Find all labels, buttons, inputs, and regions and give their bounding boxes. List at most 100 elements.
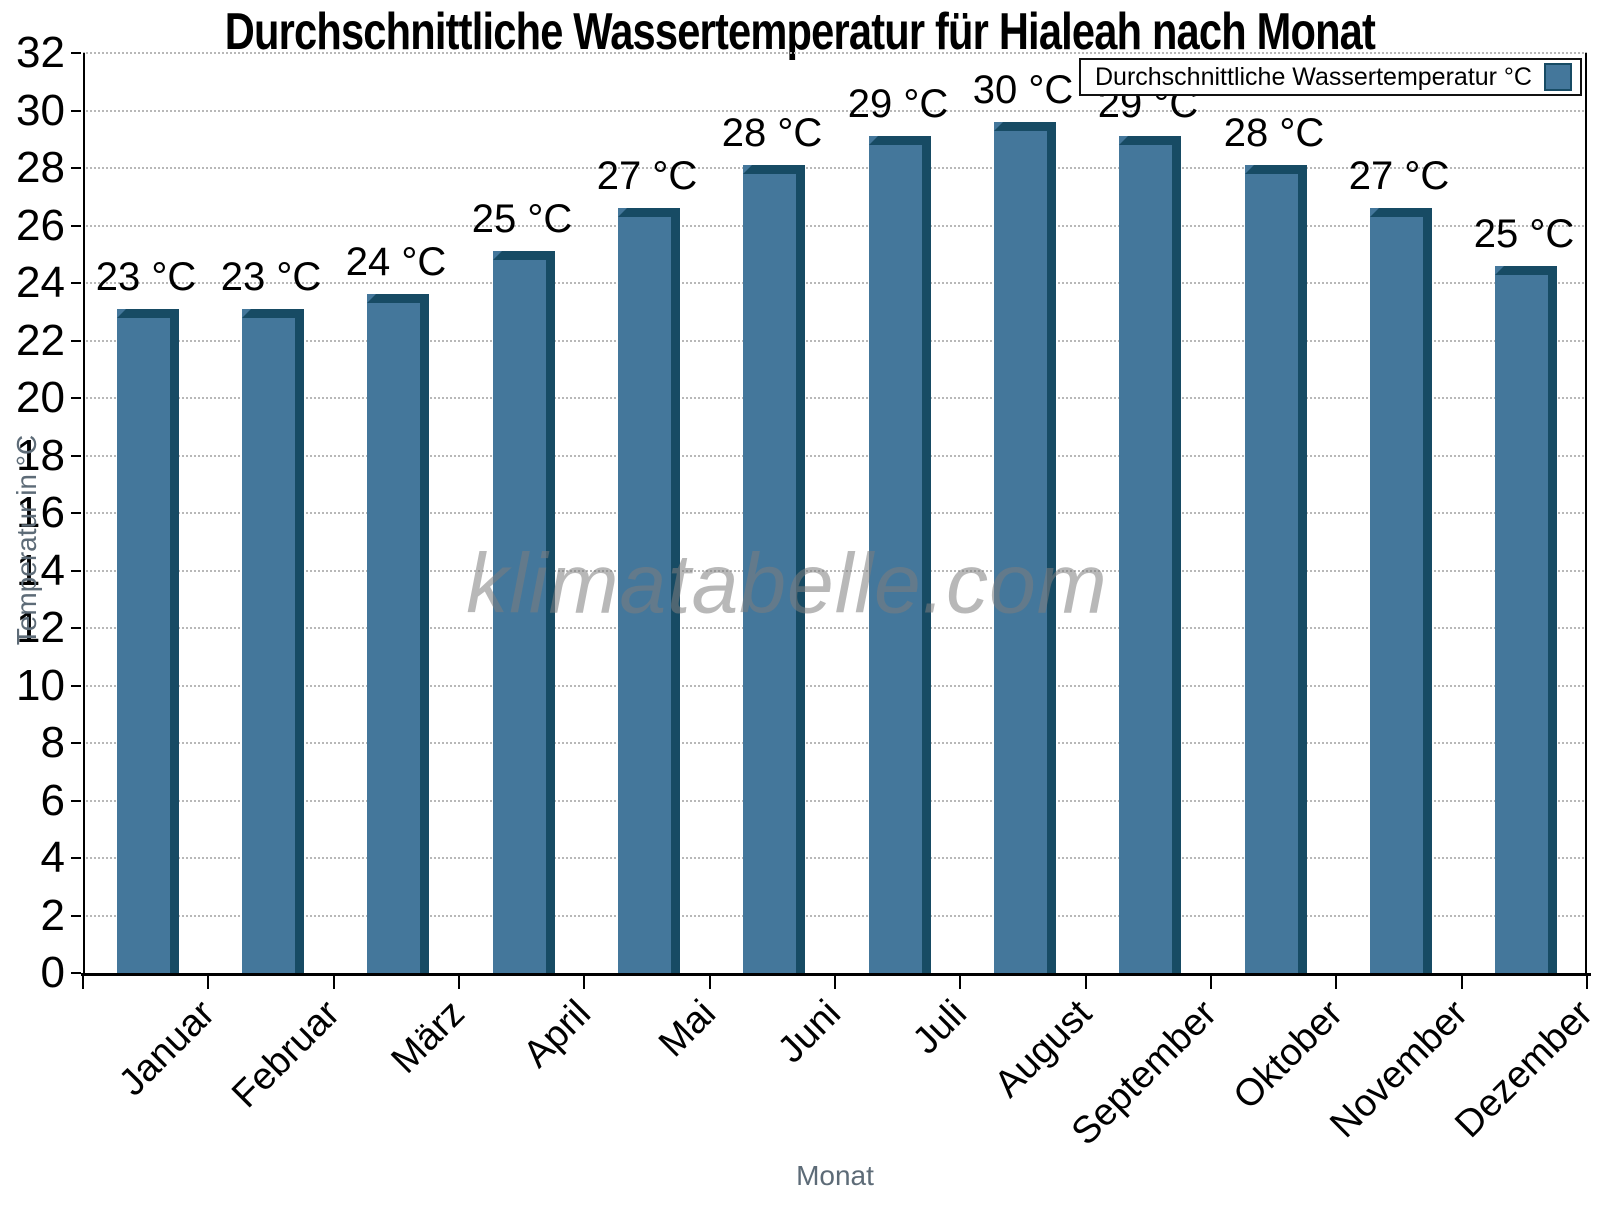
bar-september[interactable] — [1119, 136, 1181, 973]
y-tick-label-10: 10 — [16, 660, 65, 710]
x-axis-title: Monat — [796, 1160, 874, 1191]
gridline-6 — [83, 799, 1587, 802]
bar-juli[interactable] — [869, 136, 931, 973]
y-tick-label-8: 8 — [40, 718, 65, 767]
bar-side-face-oktober — [1298, 165, 1307, 973]
gridline-32 — [83, 52, 1587, 54]
bar-side-face-juli — [922, 136, 931, 973]
bar-value-label-august: 30 °C — [972, 68, 1074, 112]
bar-top-face-marz — [367, 294, 429, 303]
bar-top-face-november — [1370, 208, 1432, 217]
y-tick-26 — [71, 224, 81, 227]
chart-title-text: Durchschnittliche Wassertemperatur für H… — [224, 3, 1376, 61]
gridline-14 — [83, 569, 1587, 572]
y-tick-label-6: 6 — [40, 775, 65, 825]
bar-side-face-marz — [420, 294, 429, 973]
y-tick-24 — [71, 282, 81, 284]
bar-marz[interactable] — [367, 294, 429, 973]
y-tick-18 — [71, 454, 81, 457]
bar-mai[interactable] — [618, 208, 680, 973]
bar-side-face-august — [1047, 122, 1056, 973]
legend-swatch-icon — [1544, 63, 1572, 91]
bar-oktober[interactable] — [1245, 165, 1307, 973]
watermark: klimatabelle.com — [466, 536, 1108, 631]
legend[interactable]: Durchschnittliche Wassertemperatur °C — [1079, 58, 1582, 96]
x-tick-8 — [1085, 976, 1087, 989]
y-tick-30 — [71, 109, 81, 112]
y-tick-6 — [71, 799, 81, 802]
y-tick-4 — [71, 857, 81, 859]
bar-august[interactable] — [994, 122, 1056, 973]
y-tick-label-28: 28 — [16, 143, 65, 192]
bar-top-face-mai — [618, 208, 680, 217]
bar-front-face-juli — [869, 136, 931, 973]
gridline-10 — [83, 684, 1587, 687]
y-tick-label-26: 26 — [16, 200, 65, 250]
y-tick-32 — [71, 52, 81, 54]
y-tick-12 — [71, 627, 81, 629]
y-tick-label-22: 22 — [16, 315, 65, 365]
bar-top-face-september — [1119, 136, 1181, 145]
bar-value-label-juli: 29 °C — [847, 82, 949, 126]
bar-juni[interactable] — [743, 165, 805, 973]
bar-value-label-januar: 23 °C — [95, 255, 197, 299]
x-tick-9 — [1210, 976, 1212, 989]
bar-value-label-april: 25 °C — [471, 197, 573, 241]
gridline-8 — [83, 742, 1587, 744]
gridline-18 — [83, 454, 1587, 457]
bar-front-face-oktober — [1245, 165, 1307, 973]
y-tick-16 — [71, 512, 81, 514]
y-tick-label-24: 24 — [16, 258, 65, 307]
bar-januar[interactable] — [117, 309, 179, 973]
x-tick-0 — [82, 976, 84, 989]
bar-front-face-august — [994, 122, 1056, 973]
bar-top-face-juni — [743, 165, 805, 174]
bar-november[interactable] — [1370, 208, 1432, 973]
bar-value-label-juni: 28 °C — [721, 111, 823, 155]
gridline-30 — [83, 109, 1587, 112]
gridline-2 — [83, 914, 1587, 917]
bar-value-label-oktober: 28 °C — [1223, 111, 1325, 155]
bar-value-label-november: 27 °C — [1348, 154, 1450, 198]
y-tick-20 — [71, 397, 81, 399]
bar-front-face-juni — [743, 165, 805, 973]
bar-side-face-dezember — [1548, 266, 1557, 973]
gridline-22 — [83, 339, 1587, 342]
bar-side-face-april — [546, 251, 555, 973]
bar-side-face-november — [1423, 208, 1432, 973]
bar-top-face-dezember — [1495, 266, 1557, 275]
gridline-4 — [83, 857, 1587, 859]
bar-front-face-februar — [242, 309, 304, 973]
y-axis-title: Temperatur in °C — [11, 434, 42, 646]
x-tick-4 — [583, 976, 585, 989]
x-tick-3 — [458, 976, 460, 989]
bar-value-label-marz: 24 °C — [345, 240, 447, 284]
y-tick-22 — [71, 339, 81, 342]
gridline-28 — [83, 167, 1587, 169]
bar-side-face-september — [1172, 136, 1181, 973]
bar-februar[interactable] — [242, 309, 304, 973]
x-tick-5 — [709, 976, 711, 989]
gridline-26 — [83, 224, 1587, 227]
x-tick-12 — [1586, 976, 1588, 989]
bar-front-face-september — [1119, 136, 1181, 973]
bar-dezember[interactable] — [1495, 266, 1557, 973]
x-tick-6 — [834, 976, 836, 989]
y-tick-label-18: 18 — [16, 430, 65, 480]
bar-value-label-februar: 23 °C — [220, 255, 322, 299]
y-tick-label-12: 12 — [16, 603, 65, 652]
y-tick-10 — [71, 684, 81, 687]
bar-top-face-februar — [242, 309, 304, 318]
y-tick-label-32: 32 — [16, 28, 65, 77]
bar-april[interactable] — [493, 251, 555, 973]
y-tick-label-30: 30 — [16, 85, 65, 135]
bar-value-label-dezember: 25 °C — [1473, 212, 1575, 256]
bar-front-face-april — [493, 251, 555, 973]
y-tick-label-2: 2 — [40, 890, 65, 940]
y-tick-label-14: 14 — [16, 545, 65, 595]
bar-front-face-januar — [117, 309, 179, 973]
x-tick-7 — [959, 976, 961, 989]
plot-right-border — [1585, 53, 1587, 975]
bar-side-face-juni — [796, 165, 805, 973]
bar-top-face-august — [994, 122, 1056, 131]
